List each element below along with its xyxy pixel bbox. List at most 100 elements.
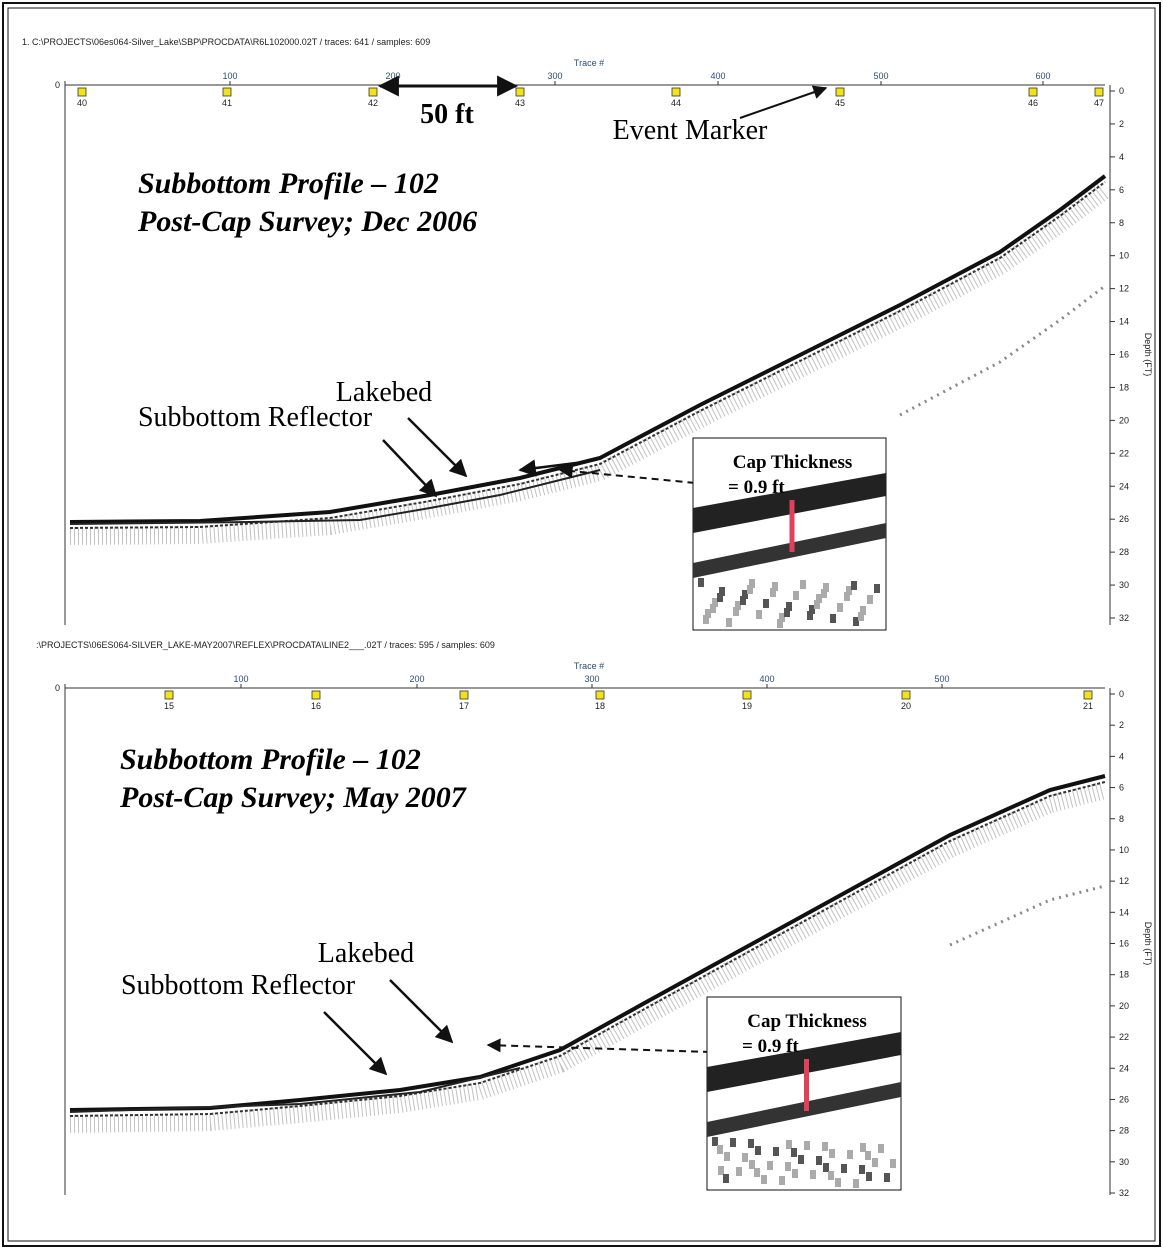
inset-noise (867, 595, 873, 604)
x-tick-label: 400 (710, 71, 725, 81)
depth-tick-label: 12 (1119, 284, 1129, 294)
inset-noise (866, 1172, 872, 1181)
inset-noise (705, 609, 711, 618)
event-marker-box (901, 690, 911, 700)
inset-noise (747, 585, 753, 594)
depth-axis-label: Depth (FT) (1143, 333, 1153, 377)
left-tick: 0 (55, 683, 60, 693)
left-tick: 0 (55, 80, 60, 90)
inset-noise (749, 579, 755, 588)
inset-noise (823, 583, 829, 592)
depth-tick-label: 28 (1119, 1126, 1129, 1136)
depth-tick-label: 30 (1119, 580, 1129, 590)
depth-tick-label: 26 (1119, 514, 1129, 524)
file-path: 1. C:\PROJECTS\06es064-Silver_Lake\SBP\P… (22, 37, 430, 47)
inner-frame (7, 7, 1156, 1242)
inset-noise (786, 1140, 792, 1149)
depth-tick-label: 16 (1119, 350, 1129, 360)
depth-tick-label: 24 (1119, 481, 1129, 491)
x-tick-label: 200 (385, 71, 400, 81)
inset-noise (890, 1159, 896, 1168)
depth-tick-label: 30 (1119, 1157, 1129, 1167)
event-marker-box (1094, 87, 1104, 97)
depth-tick-label: 16 (1119, 939, 1129, 949)
x-axis-label: Trace # (574, 58, 604, 68)
event-marker-label: 40 (77, 98, 87, 108)
annotation-arrow (382, 439, 438, 498)
inset-noise (726, 618, 732, 627)
x-tick-label: 300 (584, 674, 599, 684)
inset-noise (837, 603, 843, 612)
lakebed-echo (69, 781, 1106, 1117)
inset-noise (821, 589, 827, 598)
scale-label: 50 ft (420, 99, 474, 130)
x-tick-label: 100 (222, 71, 237, 81)
inset-noise (777, 619, 783, 628)
depth-tick-label: 0 (1119, 86, 1124, 96)
event-marker-label: 20 (901, 701, 911, 711)
inset-noise (763, 599, 769, 608)
inset-noise (804, 1141, 810, 1150)
profile-title: Post-Cap Survey; Dec 2006 (137, 205, 477, 238)
inset-noise (749, 1160, 755, 1169)
inset-noise (730, 1138, 736, 1147)
inset-noise (859, 1165, 865, 1174)
annotation: Subbottom Reflector (138, 402, 373, 433)
annotation: Subbottom Reflector (121, 970, 356, 1001)
inset-title: Cap Thickness (733, 452, 853, 473)
annotation: Lakebed (318, 938, 414, 969)
inset-noise (798, 1155, 804, 1164)
annotation-arrow (407, 417, 468, 478)
depth-tick-label: 24 (1119, 1063, 1129, 1073)
inset-noise (703, 615, 709, 624)
inset-noise (853, 617, 859, 626)
depth-tick-label: 12 (1119, 876, 1129, 886)
inset-noise (872, 1158, 878, 1167)
profile-panel: 1. C:\PROJECTS\06es064-Silver_Lake\SBP\P… (22, 37, 1153, 631)
x-tick-label: 500 (873, 71, 888, 81)
deep-reflections (899, 284, 1106, 417)
inset-noise (742, 590, 748, 599)
event-marker-annotation: Event Marker (613, 115, 768, 146)
event-marker-label: 42 (368, 98, 378, 108)
depth-tick-label: 6 (1119, 185, 1124, 195)
file-path: :\PROJECTS\06ES064-SILVER_LAKE-MAY2007\R… (36, 640, 495, 650)
profile-panel: :\PROJECTS\06ES064-SILVER_LAKE-MAY2007\R… (36, 640, 1153, 1198)
inset-noise (748, 1139, 754, 1148)
depth-tick-label: 28 (1119, 547, 1129, 557)
event-marker-box (77, 87, 87, 97)
event-marker-box (595, 690, 605, 700)
depth-tick-label: 20 (1119, 1001, 1129, 1011)
event-marker-label: 41 (222, 98, 232, 108)
inset-noise (791, 1148, 797, 1157)
inset-noise (761, 1175, 767, 1184)
inset-noise (841, 1164, 847, 1173)
inset-noise (847, 1150, 853, 1159)
inset-noise (785, 1162, 791, 1171)
inset-noise (712, 1137, 718, 1146)
inset-noise (723, 1174, 729, 1183)
cap-thickness-bar (804, 1059, 809, 1111)
inset-noise (810, 1170, 816, 1179)
annotation-arrow (323, 1011, 388, 1076)
inset-noise (792, 1169, 798, 1178)
depth-tick-label: 14 (1119, 907, 1129, 917)
inset-noise (773, 1147, 779, 1156)
event-marker-label: 47 (1094, 98, 1104, 108)
depth-tick-label: 10 (1119, 845, 1129, 855)
depth-tick-label: 32 (1119, 1188, 1129, 1198)
profile-title: Subbottom Profile – 102 (138, 167, 439, 200)
inset-value: = 0.9 ft (742, 1036, 799, 1057)
inset-noise (717, 593, 723, 602)
inset-value: = 0.9 ft (728, 477, 785, 498)
inset-noise (770, 588, 776, 597)
deep-reflections (949, 884, 1106, 947)
depth-tick-label: 10 (1119, 251, 1129, 261)
depth-tick-label: 18 (1119, 382, 1129, 392)
inset-noise (816, 1156, 822, 1165)
event-marker-label: 43 (515, 98, 525, 108)
inset-noise (878, 1144, 884, 1153)
inset-noise (829, 1149, 835, 1158)
x-tick-label: 300 (547, 71, 562, 81)
